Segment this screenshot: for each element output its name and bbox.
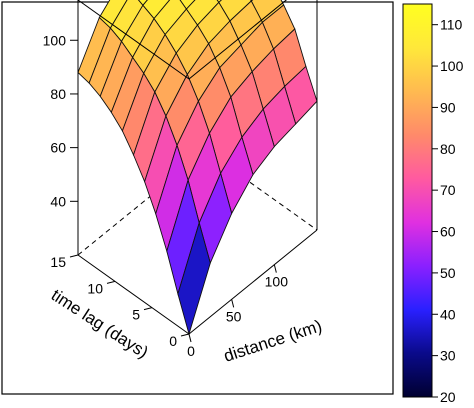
surface-mesh <box>77 0 318 336</box>
z-tick-label: 80 <box>50 86 66 102</box>
distance-tick-label: 0 <box>187 343 195 359</box>
box-edge <box>77 0 190 80</box>
box-edge <box>77 254 190 335</box>
colorbar-tick-label: 50 <box>440 265 456 281</box>
colorbar-gradient <box>402 3 433 398</box>
lag-tick-label: 10 <box>87 280 103 296</box>
colorbar-tick-label: 30 <box>440 348 456 364</box>
colorbar-tick-label: 40 <box>440 306 456 322</box>
distance-tick-mark <box>188 333 192 343</box>
distance-tick-label: 100 <box>265 274 289 290</box>
colorbar-tick-label: 20 <box>440 389 456 405</box>
lag-tick-label: 15 <box>50 254 66 270</box>
box-edge <box>188 229 318 335</box>
distance-tick-mark <box>231 299 235 308</box>
colorbar-tick-label: 70 <box>440 182 456 198</box>
distance-axis: 0 50 100 <box>187 264 289 359</box>
colorbar-tick-label: 110 <box>440 17 463 33</box>
distance-tick-label: 50 <box>226 308 242 324</box>
colorbar-tick-label: 80 <box>440 141 456 157</box>
lag-tick-label: 0 <box>169 333 177 349</box>
lag-tick-label: 5 <box>132 307 140 323</box>
colorbar: 20 30 40 50 60 70 80 90 100 110 <box>402 3 464 405</box>
surface-facet <box>179 0 196 10</box>
time-lag-axis: 0 5 10 15 <box>50 254 190 349</box>
colorbar-tick-label: 90 <box>440 99 456 115</box>
surface-facet <box>137 0 148 7</box>
lag-tick-mark <box>69 254 79 258</box>
z-axis: 40 60 80 100 <box>43 32 78 209</box>
colorbar-tick-label: 100 <box>440 58 464 74</box>
box-edge <box>188 0 288 80</box>
z-tick-label: 40 <box>50 193 66 209</box>
lag-tick-mark <box>106 280 116 284</box>
bounding-box-front <box>77 0 318 335</box>
distance-tick-mark <box>273 264 277 273</box>
z-tick-label: 60 <box>50 140 66 156</box>
z-tick-label: 100 <box>43 32 67 48</box>
surface-facet <box>177 221 211 336</box>
lag-tick-mark <box>180 333 190 337</box>
colorbar-tick-label: 60 <box>440 224 456 240</box>
lag-tick-mark <box>143 307 153 311</box>
